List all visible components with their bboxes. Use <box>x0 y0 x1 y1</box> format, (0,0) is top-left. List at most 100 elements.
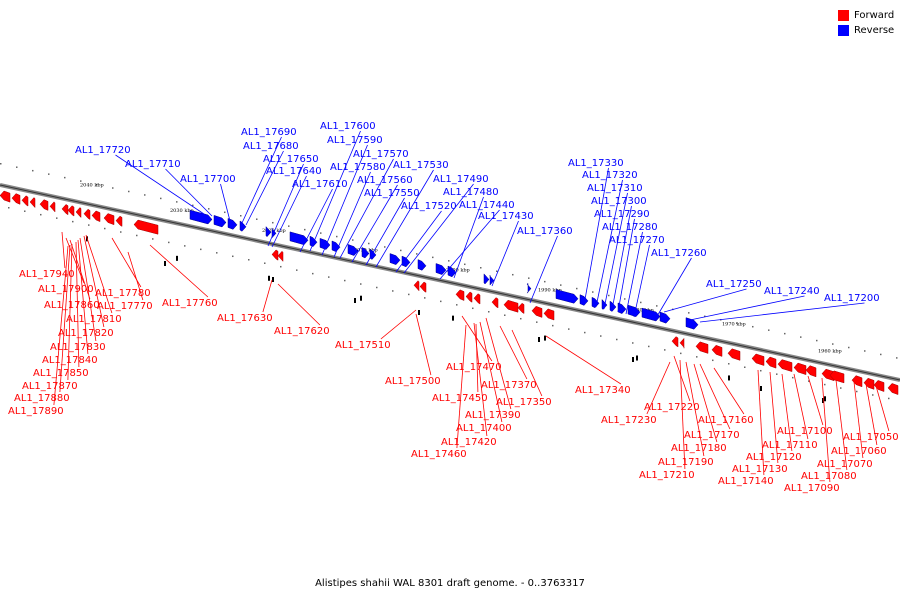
forward-gene-label: AL1_17180 <box>671 443 727 454</box>
reverse-gene-arrow <box>447 265 457 278</box>
scale-dot <box>272 221 274 224</box>
reverse-gene-label: AL1_17330 <box>568 158 624 169</box>
reverse-gene-arrow <box>555 289 579 304</box>
scale-dot <box>176 201 178 203</box>
forward-gene-label: AL1_17070 <box>817 459 873 470</box>
reverse-gene-arrow <box>489 275 495 286</box>
forward-gene-label: AL1_17390 <box>465 410 521 421</box>
forward-gene-label: AL1_17760 <box>162 298 218 309</box>
forward-label-connector <box>83 235 105 328</box>
forward-gene-arrow <box>727 348 741 361</box>
reverse-label-connector <box>339 158 394 259</box>
scale-dot <box>688 312 690 314</box>
scale-dot <box>160 197 162 200</box>
forward-gene-arrow <box>887 383 899 395</box>
forward-gene-label: AL1_17810 <box>66 314 122 325</box>
forward-gene-label: AL1_17060 <box>831 446 887 457</box>
scale-dot <box>56 217 58 219</box>
forward-gene-label: AL1_17770 <box>97 301 153 312</box>
forward-label-connector <box>875 385 890 432</box>
reverse-gene-label: AL1_17640 <box>266 166 322 177</box>
scale-dot <box>32 169 34 172</box>
forward-gene-arrow <box>11 193 21 205</box>
feature-mark <box>418 310 420 315</box>
reverse-gene-label: AL1_17590 <box>327 135 383 146</box>
scale-dot <box>736 322 738 324</box>
forward-label-connector <box>67 243 73 381</box>
forward-gene-label: AL1_17190 <box>658 457 714 468</box>
scale-label: 1970 kbp <box>722 321 746 327</box>
reverse-gene-label: AL1_17560 <box>357 175 413 186</box>
forward-label-connector <box>415 313 432 376</box>
gene-labels: AL1_17720 AL1_17710 AL1_17700 AL1_17690 AL1_… <box>8 121 899 494</box>
scale-dot <box>784 332 786 335</box>
scale-dot <box>432 256 434 259</box>
reverse-label-connector <box>395 210 442 273</box>
reverse-gene-arrow <box>309 235 318 248</box>
scale-dot <box>72 220 74 223</box>
reverse-gene-arrow <box>319 237 331 250</box>
reverse-gene-arrow <box>265 226 272 238</box>
scale-dot <box>368 242 370 245</box>
reverse-gene-arrow <box>401 255 411 268</box>
scale-dot <box>352 239 354 241</box>
scale-dot <box>712 359 714 362</box>
reverse-gene-label: AL1_17250 <box>706 279 762 290</box>
scale-dot <box>896 357 898 359</box>
reverse-label-connector <box>699 302 865 323</box>
reverse-label-connector <box>403 183 474 274</box>
forward-label-connector <box>473 322 488 437</box>
reverse-gene-label: AL1_17300 <box>591 196 647 207</box>
scale-dot <box>256 218 258 220</box>
forward-gene-arrow <box>413 280 420 292</box>
reverse-gene-label: AL1_17570 <box>353 149 409 160</box>
reverse-gene-label: AL1_17480 <box>443 187 499 198</box>
scale-dot <box>520 317 522 320</box>
scale-dot <box>104 227 106 230</box>
forward-gene-label: AL1_17850 <box>33 368 89 379</box>
forward-label-connector <box>511 329 543 397</box>
feature-mark <box>354 298 356 303</box>
feature-mark <box>538 337 540 342</box>
reverse-gene-arrow <box>627 304 641 317</box>
forward-gene-arrow <box>67 205 75 217</box>
scale-dot <box>568 328 570 330</box>
reverse-label-connector <box>453 196 484 279</box>
reverse-gene-arrow <box>227 218 238 230</box>
scale-dot <box>592 291 594 293</box>
reverse-gene-label: AL1_17600 <box>320 121 376 132</box>
scale-dot <box>584 331 586 334</box>
scale-dot <box>648 345 650 348</box>
scale-dot <box>384 246 386 248</box>
major-tick <box>268 275 270 281</box>
major-tick <box>728 375 730 381</box>
forward-gene-label: AL1_17050 <box>843 432 899 443</box>
reverse-gene-arrow <box>369 248 377 260</box>
forward-label-connector <box>75 241 80 368</box>
forward-gene-arrow <box>75 207 82 219</box>
reverse-label-connector <box>365 197 405 266</box>
forward-gene-arrow <box>777 359 793 372</box>
scale-dot <box>120 231 122 233</box>
feature-mark <box>760 386 762 391</box>
forward-label-connector <box>499 325 528 380</box>
scale-dot <box>416 253 418 255</box>
gene-features <box>0 190 899 395</box>
forward-gene-arrow <box>473 293 481 305</box>
reverse-gene-label: AL1_17440 <box>459 200 515 211</box>
reverse-gene-label: AL1_17610 <box>292 179 348 190</box>
scale-dot <box>840 387 842 389</box>
scale-dot <box>40 213 42 216</box>
reverse-gene-arrow <box>389 253 401 265</box>
reverse-gene-label: AL1_17430 <box>478 211 534 222</box>
reverse-label-connector <box>309 130 361 252</box>
forward-label-connector <box>545 335 622 385</box>
scale-dot <box>448 260 450 262</box>
major-tick <box>824 396 826 402</box>
scale-dot <box>504 314 506 316</box>
forward-label: Forward <box>854 10 895 21</box>
backbone-center <box>0 184 900 381</box>
reverse-gene-label: AL1_17200 <box>824 293 880 304</box>
reverse-gene-arrow <box>659 311 671 324</box>
scale-dot <box>320 232 322 234</box>
